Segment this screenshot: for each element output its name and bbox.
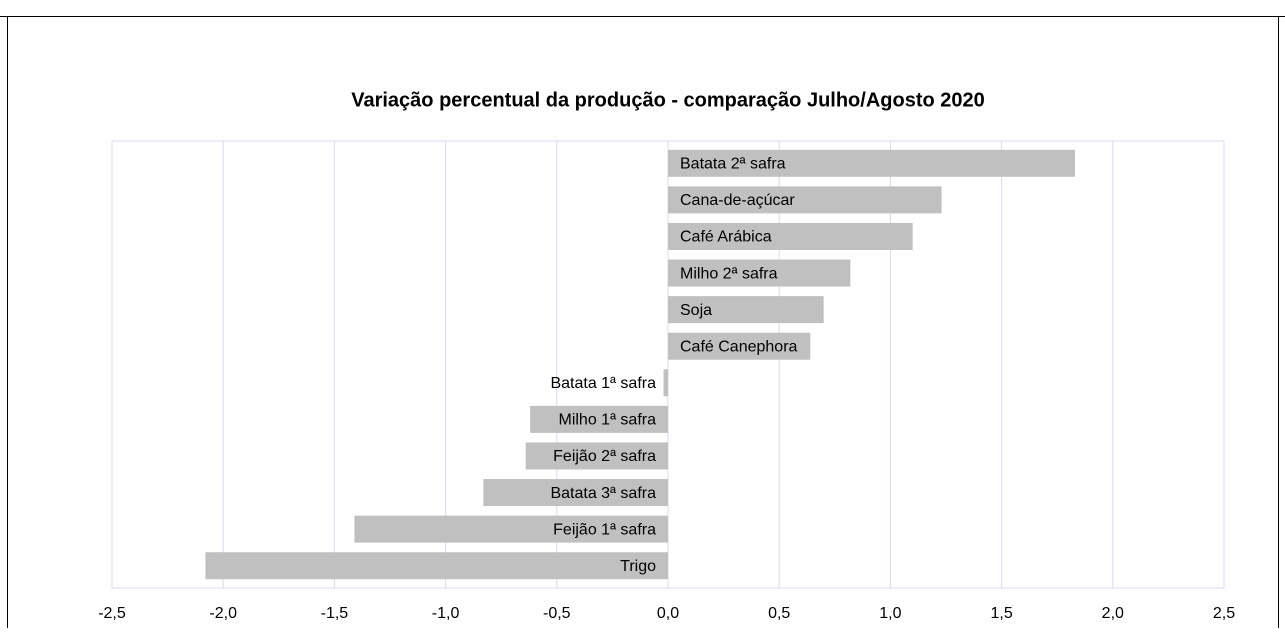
x-tick-label: -2,5 <box>98 605 126 622</box>
x-tick-label: 1,0 <box>879 605 901 622</box>
x-tick-label: 2,0 <box>1102 605 1124 622</box>
bar <box>668 149 1075 177</box>
bar <box>525 442 668 470</box>
category-label: Café Canephora <box>680 338 798 355</box>
bar <box>668 259 851 287</box>
category-label: Milho 2ª safra <box>680 265 778 282</box>
x-tick-label: 0,5 <box>768 605 790 622</box>
x-tick-label: -1,5 <box>321 605 349 622</box>
category-label: Trigo <box>620 558 656 575</box>
category-label: Feijão 1ª safra <box>553 521 656 538</box>
chart-title: Variação percentual da produção - compar… <box>351 89 985 111</box>
bar <box>530 405 668 433</box>
category-label: Feijão 2ª safra <box>553 448 656 465</box>
category-label: Batata 3ª safra <box>550 485 656 502</box>
x-tick-label: 1,5 <box>990 605 1012 622</box>
bar <box>668 332 811 360</box>
bar <box>668 186 942 214</box>
category-label: Café Arábica <box>680 229 772 246</box>
bar <box>205 552 668 580</box>
bar <box>668 222 913 250</box>
category-label: Batata 2ª safra <box>680 156 786 173</box>
bar <box>483 479 668 507</box>
category-label: Milho 1ª safra <box>558 412 656 429</box>
bar <box>668 296 824 324</box>
category-label: Soja <box>680 302 712 319</box>
x-tick-label: 2,5 <box>1213 605 1235 622</box>
category-label: Batata 1ª safra <box>550 375 656 392</box>
category-label: Cana-de-açúcar <box>680 192 795 209</box>
x-tick-label: -0,5 <box>543 605 571 622</box>
bar <box>663 369 668 397</box>
x-tick-label: -2,0 <box>209 605 237 622</box>
x-tick-label: -1,0 <box>432 605 460 622</box>
x-tick-label: 0,0 <box>657 605 679 622</box>
bar <box>354 515 668 543</box>
